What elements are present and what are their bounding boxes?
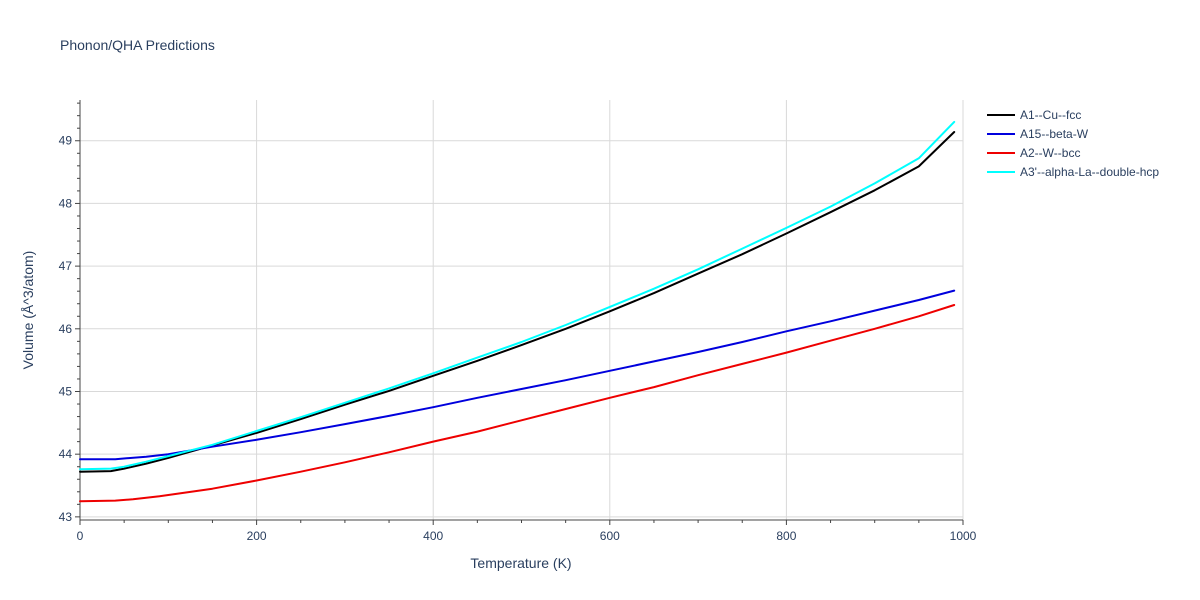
series-line-1: [79, 131, 956, 473]
y-tick-label: 43: [59, 510, 73, 524]
x-tick-label: 600: [600, 529, 620, 543]
legend-item[interactable]: A2--W--bcc: [987, 146, 1080, 160]
legend-item[interactable]: A3'--alpha-La--double-hcp: [987, 165, 1159, 179]
legend-label: A15--beta-W: [1020, 127, 1089, 141]
axes: [75, 100, 964, 525]
legend-item[interactable]: A15--beta-W: [987, 127, 1089, 141]
legend[interactable]: A1--Cu--fcc A15--beta-W A2--W--bcc A3'--alp…: [987, 108, 1159, 179]
series-line-4: [79, 120, 956, 471]
x-tick-label: 0: [77, 529, 84, 543]
y-tick-label: 44: [59, 447, 73, 461]
y-tick-label: 45: [59, 384, 73, 398]
plot-area: [79, 120, 956, 503]
tick-labels: 0 200 400 600 800 1000 43 44 45 46 47 48 49: [59, 134, 977, 543]
y-tick-label: 47: [59, 259, 73, 273]
y-axis-title: Volume (Å^3/atom): [20, 251, 36, 370]
legend-label: A2--W--bcc: [1020, 146, 1080, 160]
legend-label: A1--Cu--fcc: [1020, 108, 1081, 122]
x-tick-label: 800: [776, 529, 796, 543]
x-tick-label: 1000: [950, 529, 977, 543]
x-tick-label: 200: [247, 529, 267, 543]
grid: [80, 100, 964, 520]
y-tick-label: 46: [59, 322, 73, 336]
legend-label: A3'--alpha-La--double-hcp: [1020, 165, 1159, 179]
y-tick-label: 48: [59, 196, 73, 210]
x-axis-title: Temperature (K): [470, 555, 571, 571]
x-tick-label: 400: [423, 529, 443, 543]
y-tick-label: 49: [59, 134, 73, 148]
chart-title: Phonon/QHA Predictions: [60, 37, 215, 53]
legend-item[interactable]: A1--Cu--fcc: [987, 108, 1081, 122]
series-line-3: [79, 304, 956, 503]
series-line-2: [79, 289, 956, 461]
